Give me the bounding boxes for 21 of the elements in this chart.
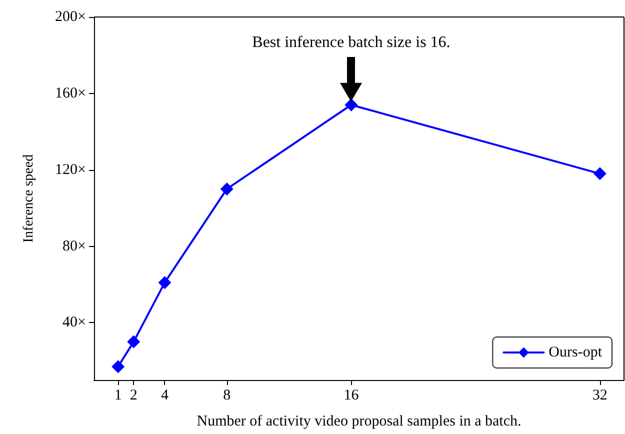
- y-tick-label: 80×: [62, 238, 86, 254]
- x-tick-label: 32: [592, 388, 608, 404]
- annotation: Best inference batch size is 16.: [252, 34, 450, 52]
- x-tick-label: 2: [130, 388, 138, 404]
- point: [220, 182, 234, 196]
- y-tick-label: 160×: [55, 85, 86, 102]
- x-tick-label: 1: [114, 388, 122, 404]
- y-tick-label: 120×: [55, 162, 86, 178]
- y-tick-label: 40×: [62, 314, 86, 331]
- x-tick-label: 8: [223, 388, 231, 404]
- point: [112, 360, 125, 374]
- x-tick-label: 16: [344, 388, 360, 404]
- point: [158, 276, 172, 290]
- y-tick-label: 200×: [55, 9, 86, 25]
- point: [593, 167, 606, 180]
- x-axis-title: Number of activity video proposal samples in a batch.: [196, 414, 522, 430]
- y-axis-title: Inference speed: [22, 154, 36, 243]
- point: [127, 335, 140, 348]
- x-tick-label: 4: [160, 388, 169, 404]
- legend-label: Ours-opt: [548, 344, 603, 360]
- point: [344, 98, 358, 112]
